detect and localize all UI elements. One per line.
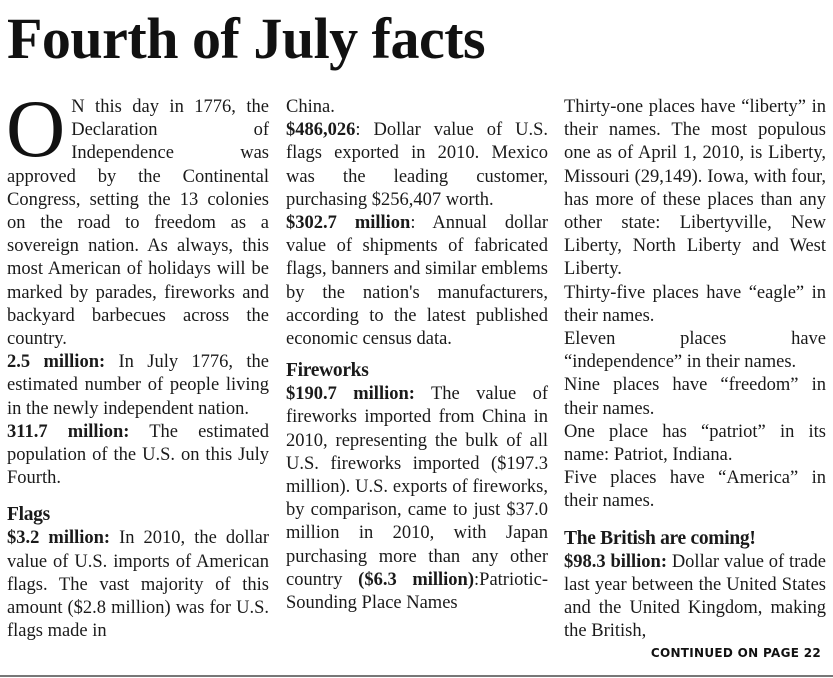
fact-lead: $486,026 (286, 120, 356, 141)
paragraph: $190.7 million: The value of fireworks i… (286, 383, 548, 615)
fact-lead: $302.7 million (286, 213, 411, 234)
column-2: China. $486,026: Dollar value of U.S. fla… (286, 96, 548, 615)
fact-text: China. (286, 97, 335, 117)
paragraph: 2.5 million: In July 1776, the estimated… (7, 351, 269, 421)
fact-text: : Dollar value of U.S. flags exported in… (286, 120, 548, 210)
paragraph: $302.7 million: Annual dollar value of s… (286, 212, 548, 351)
paragraph: Eleven places have “independence” in the… (564, 328, 826, 374)
fact-text: Thirty-five places have “eagle” in their… (564, 282, 826, 326)
fact-lead: ($6.3 million) (358, 569, 475, 590)
fact-lead: $3.2 million: (7, 528, 111, 549)
fact-text: Nine places have “freedom” in their name… (564, 375, 826, 419)
headline: Fourth of July facts (7, 6, 486, 71)
fact-text: The value of fireworks imported from Chi… (286, 384, 548, 590)
paragraph: Thirty-five places have “eagle” in their… (564, 282, 826, 328)
fact-text: In July 1776, the estimated number of pe… (7, 352, 269, 419)
fact-lead: 311.7 million: (7, 421, 130, 442)
fact-text: In 2010, the dollar value of U.S. import… (7, 528, 269, 642)
section-heading: Fireworks (286, 360, 369, 382)
paragraph: Thirty-one places have “liberty” in thei… (564, 96, 826, 282)
section-heading: Flags (7, 504, 50, 526)
bottom-rule (0, 675, 833, 677)
paragraph: $98.3 billion: Dollar value of trade las… (564, 551, 826, 644)
fact-text: The estimated population of the U.S. on … (7, 421, 269, 489)
fact-text: N this day in 1776, the Declaration of I… (7, 97, 269, 350)
paragraph: 311.7 million: The estimated population … (7, 421, 269, 491)
fact-text: : Annual dollar value of shipments of fa… (286, 213, 548, 350)
paragraph: Five places have “America” in their name… (564, 467, 826, 513)
continued-on-label: CONTINUED ON PAGE 22 (650, 646, 821, 660)
paragraph: $486,026: Dollar value of U.S. flags exp… (286, 119, 548, 212)
fact-lead: $190.7 million: (286, 384, 415, 405)
column-3: Thirty-one places have “liberty” in thei… (564, 96, 826, 643)
fact-text: Thirty-one places have “liberty” in thei… (564, 97, 826, 280)
drop-cap: O (6, 83, 66, 174)
paragraph: Nine places have “freedom” in their name… (564, 374, 826, 420)
fact-text: Dollar value of trade last year between … (564, 551, 826, 642)
paragraph: $3.2 million: In 2010, the dollar value … (7, 527, 269, 643)
fact-text: :Patriotic-Sounding Place Names (286, 569, 548, 614)
paragraph: One place has “patriot” in its name: Pat… (564, 421, 826, 467)
fact-text: Eleven places have “independence” in the… (564, 329, 826, 373)
section-heading: The British are coming! (564, 527, 756, 549)
fact-lead: 2.5 million: (7, 352, 106, 373)
paragraph: China. (286, 96, 548, 119)
fact-text: One place has “patriot” in its name: Pat… (564, 421, 826, 466)
fact-lead: $98.3 billion: (564, 551, 667, 572)
fact-text: Five places have “America” in their name… (564, 468, 826, 512)
